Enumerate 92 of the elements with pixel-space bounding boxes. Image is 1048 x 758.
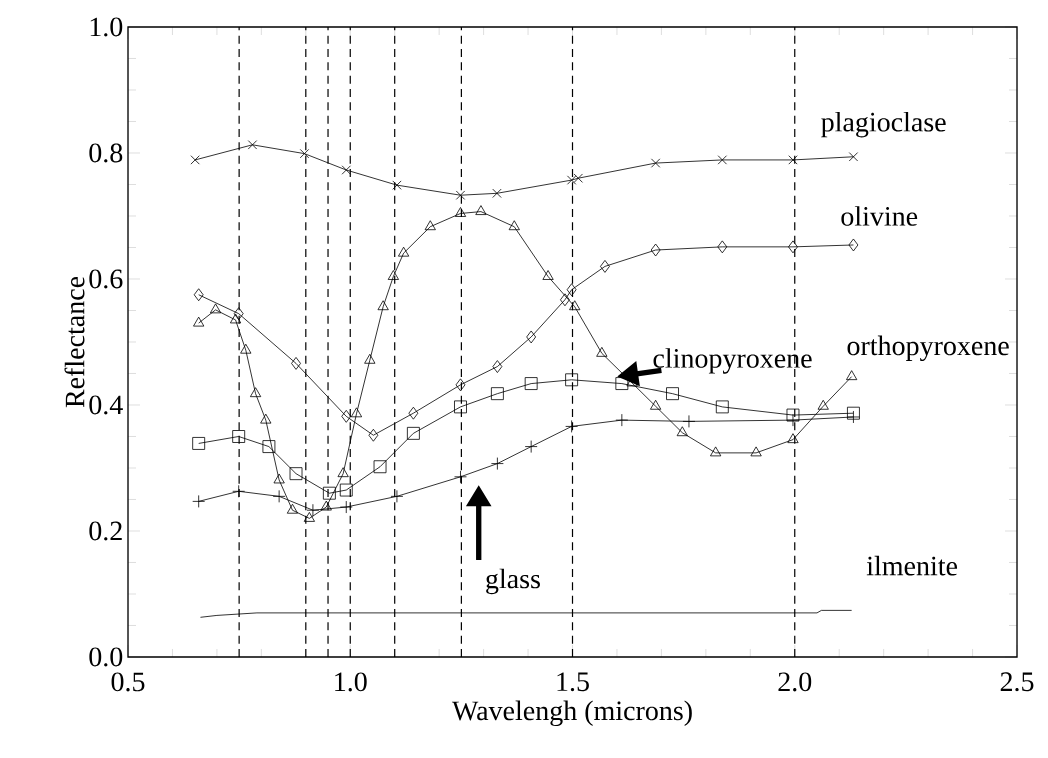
point [715, 400, 729, 414]
point [650, 158, 661, 168]
y-tick-label: 1.0 [90, 17, 123, 37]
point [848, 238, 859, 252]
point [262, 440, 276, 453]
point [817, 399, 829, 410]
point [848, 152, 859, 162]
series-label: ilmenite [866, 555, 958, 576]
series-label: clinopyroxene [653, 348, 812, 374]
point [666, 387, 679, 401]
point [249, 387, 262, 398]
point [233, 307, 244, 321]
point [303, 512, 315, 522]
point [190, 155, 200, 165]
x-tick-label: 0.5 [111, 672, 145, 692]
point [788, 155, 798, 165]
point [247, 140, 258, 150]
point [676, 426, 688, 437]
point [524, 377, 538, 390]
point [542, 270, 554, 280]
point [341, 165, 351, 175]
point [341, 409, 352, 423]
point [322, 486, 336, 500]
point [289, 467, 303, 481]
point [387, 270, 399, 280]
series-label: plagioclase [821, 111, 946, 138]
point [350, 407, 363, 418]
point [229, 313, 242, 324]
point [424, 220, 436, 231]
point [710, 446, 722, 457]
y-tick-label: 0.2 [89, 521, 122, 541]
point [320, 500, 332, 511]
point [490, 387, 504, 401]
point [193, 288, 204, 302]
point [286, 503, 299, 514]
point [454, 400, 467, 414]
point [193, 316, 205, 327]
point [339, 483, 353, 497]
point [454, 207, 467, 217]
point [650, 399, 662, 410]
point [209, 303, 222, 314]
point [373, 460, 387, 474]
text: glass [486, 568, 540, 595]
y-tick-label: 0.4 [89, 395, 123, 415]
point [717, 155, 727, 165]
point [260, 413, 272, 424]
point [560, 293, 570, 307]
point [475, 205, 487, 215]
point [750, 446, 762, 457]
series-label: orthopyroxene [847, 335, 1009, 362]
point [455, 190, 466, 200]
point [299, 148, 310, 159]
y-tick-label: 0.6 [89, 269, 123, 289]
point [596, 346, 608, 357]
point [600, 260, 610, 273]
point [788, 240, 798, 254]
point [846, 370, 858, 381]
point [273, 473, 285, 484]
point [508, 220, 520, 231]
series-label: olivine [841, 206, 918, 226]
point [291, 357, 301, 370]
point [492, 188, 502, 198]
point [787, 433, 799, 444]
point [364, 353, 376, 364]
point [526, 330, 537, 344]
point [337, 467, 349, 478]
point [368, 428, 379, 442]
point [377, 300, 389, 311]
x-tick-label: 2.5 [1000, 672, 1034, 692]
point [566, 283, 577, 297]
point [650, 243, 661, 257]
point [847, 406, 860, 420]
y-axis-title: Reflectance [64, 276, 85, 408]
point [232, 430, 246, 443]
point [615, 377, 629, 390]
point [398, 246, 410, 257]
x-tick-label: 1.5 [557, 672, 589, 692]
point [565, 373, 579, 387]
point [455, 378, 466, 392]
point [408, 406, 419, 420]
point [569, 300, 581, 311]
point [717, 240, 728, 254]
y-tick-label: 0.0 [89, 647, 123, 667]
point [240, 343, 252, 354]
point [406, 426, 420, 440]
point [392, 180, 402, 190]
point [192, 437, 206, 450]
point [492, 360, 503, 373]
x-axis-title: Wavelengh (microns) [451, 700, 692, 727]
x-tick-label: 2.0 [778, 672, 812, 692]
y-tick-label: 0.8 [89, 143, 123, 163]
x-tick-label: 1.0 [335, 672, 367, 692]
